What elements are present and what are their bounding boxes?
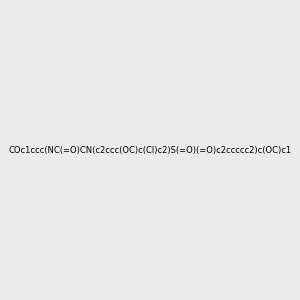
Text: COc1ccc(NC(=O)CN(c2ccc(OC)c(Cl)c2)S(=O)(=O)c2ccccc2)c(OC)c1: COc1ccc(NC(=O)CN(c2ccc(OC)c(Cl)c2)S(=O)(… [8, 146, 292, 154]
